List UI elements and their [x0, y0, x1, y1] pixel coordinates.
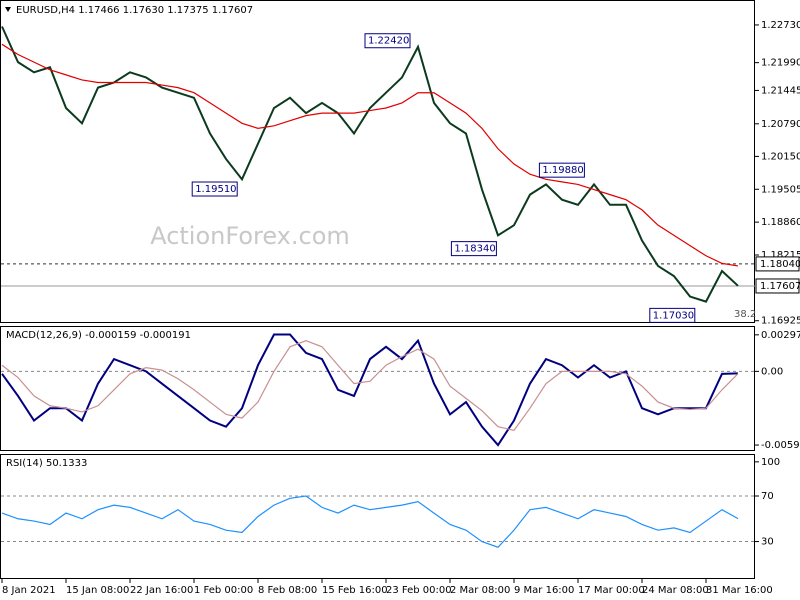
- series-line: [1, 495, 739, 548]
- y-tick-label: 1.16925: [761, 316, 800, 327]
- annotation-box: [649, 307, 696, 323]
- y-tick-label: 1.20150: [761, 151, 800, 162]
- y-tick-label: 30: [761, 537, 774, 548]
- y-tick-label: 1.21445: [761, 85, 800, 96]
- x-tick-label: 17 Mar 00:00: [578, 585, 645, 596]
- series-line: [1, 43, 739, 267]
- annotation-label: 1.19510: [195, 184, 236, 195]
- y-tick-label: -0.005996: [761, 440, 800, 451]
- x-tick-label: 1 Feb 00:00: [194, 585, 253, 596]
- price-level-label: 1.17607: [760, 281, 800, 292]
- x-tick-label: 15 Jan 08:00: [66, 585, 129, 596]
- y-tick-label: 100: [761, 457, 780, 468]
- annotation-box: [364, 33, 411, 49]
- menu-arrow: [5, 7, 11, 12]
- watermark: ActionForex.com: [150, 222, 350, 250]
- annotation-label: 1.17030: [653, 310, 694, 321]
- annotation-box: [191, 181, 238, 197]
- y-tick-label: 1.22730: [761, 20, 800, 31]
- y-tick-label: 1.21990: [761, 58, 800, 69]
- annotation-label: 1.19880: [542, 165, 583, 176]
- annotation-label: 1.18340: [454, 244, 495, 255]
- macd-panel: [0, 326, 755, 451]
- x-tick-label: 22 Jan 16:00: [130, 585, 193, 596]
- chart-title: EURUSD,H4 1.17466 1.17630 1.17375 1.1760…: [16, 5, 253, 16]
- annotation-box: [450, 241, 497, 257]
- x-tick-label: 24 Mar 08:00: [642, 585, 709, 596]
- y-tick-label: 1.18215: [761, 250, 800, 261]
- price-level-label: 1.18040: [760, 259, 800, 270]
- x-tick-label: 23 Feb 00:00: [386, 585, 452, 596]
- price-level-box: [755, 278, 800, 294]
- x-tick-label: 8 Jan 2021: [2, 585, 56, 596]
- x-tick-label: 31 Mar 16:00: [706, 585, 773, 596]
- y-tick-label: 1.18860: [761, 217, 800, 228]
- y-tick-label: 0.00: [761, 366, 783, 377]
- series-line: [1, 333, 739, 447]
- annotation-box: [538, 162, 585, 178]
- x-tick-label: 9 Mar 16:00: [514, 585, 574, 596]
- fib-label: 38.2: [734, 309, 756, 320]
- series-line: [1, 339, 739, 432]
- rsi-panel: [0, 454, 755, 579]
- y-tick-label: 1.19505: [761, 184, 800, 195]
- annotation-label: 1.22420: [368, 36, 409, 47]
- price-panel: [0, 0, 755, 323]
- x-tick-label: 2 Mar 08:00: [450, 585, 510, 596]
- y-tick-label: 1.20790: [761, 119, 800, 130]
- series-line: [1, 26, 739, 303]
- y-tick-label: 0.002973: [761, 330, 800, 341]
- price-level-box: [755, 256, 800, 272]
- macd-title: MACD(12,26,9) -0.000159 -0.000191: [6, 330, 191, 341]
- x-tick-label: 15 Feb 16:00: [322, 585, 388, 596]
- x-tick-label: 8 Feb 08:00: [258, 585, 317, 596]
- y-tick-label: 70: [761, 491, 774, 502]
- rsi-title: RSI(14) 50.1333: [6, 458, 87, 469]
